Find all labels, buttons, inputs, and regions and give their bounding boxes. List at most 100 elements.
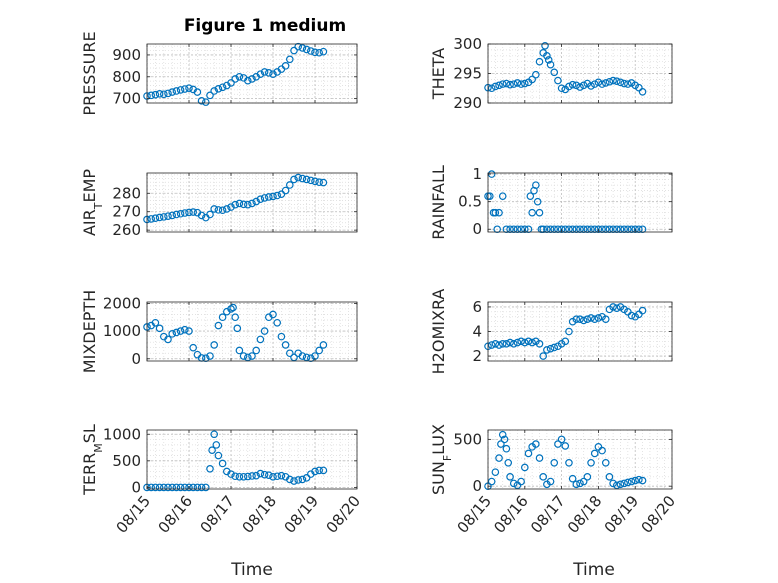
x-tick-label: 08/19	[280, 492, 322, 537]
data-point	[487, 477, 496, 486]
data-point	[168, 330, 177, 338]
data-point	[248, 75, 256, 83]
data-point	[509, 225, 518, 234]
data-point	[214, 84, 223, 93]
data-point	[568, 80, 577, 89]
data-point	[202, 98, 210, 106]
data-point	[281, 341, 290, 349]
y-tick-label: 2000	[103, 294, 141, 312]
data-point	[244, 200, 252, 209]
data-point	[239, 200, 248, 209]
data-point	[554, 225, 562, 234]
data-point	[189, 208, 198, 216]
data-point	[532, 181, 540, 189]
data-point	[147, 91, 156, 100]
data-point	[583, 473, 592, 481]
y-tick-label: 290	[453, 94, 482, 112]
data-point	[532, 440, 540, 448]
data-point	[624, 225, 632, 234]
data-point	[517, 80, 525, 88]
data-point	[491, 339, 500, 348]
data-point	[487, 341, 496, 349]
data-point	[260, 327, 269, 335]
x-tick-label: 08/15	[453, 492, 495, 537]
y-axis-label: PRESSURE	[80, 31, 99, 115]
data-point	[609, 303, 617, 311]
data-point	[635, 475, 643, 484]
y-tick-label: 295	[453, 65, 482, 83]
x-tick-label: 08/17	[527, 492, 569, 537]
data-point	[197, 483, 206, 492]
data-point	[298, 174, 307, 183]
data-point	[294, 476, 303, 484]
data-point	[206, 465, 214, 473]
data-point	[579, 81, 588, 90]
y-axis-label: THETA	[429, 48, 448, 100]
data-point	[517, 337, 525, 346]
x-tick-label: 08/18	[238, 492, 280, 537]
data-point	[252, 346, 261, 355]
data-point	[306, 47, 315, 55]
data-point	[172, 210, 181, 219]
data-point	[546, 225, 555, 234]
data-point	[565, 327, 573, 336]
data-point	[185, 327, 193, 335]
data-point	[498, 339, 507, 348]
data-point	[504, 458, 513, 467]
data-point	[260, 194, 269, 202]
data-point	[285, 475, 294, 484]
data-point	[539, 473, 548, 481]
data-point	[572, 81, 581, 90]
plot-area	[488, 173, 672, 232]
data-point	[223, 205, 231, 213]
y-axis-label: SUNFLUX	[429, 424, 454, 495]
x-tick-label: 08/18	[564, 492, 606, 537]
data-point	[546, 477, 555, 486]
plot-area	[147, 430, 357, 489]
data-point	[590, 225, 599, 234]
data-point	[638, 476, 647, 485]
axes-box	[487, 172, 673, 233]
data-point	[181, 483, 189, 492]
data-point	[306, 354, 315, 363]
y-tick-label: 0	[131, 478, 141, 496]
axes-box	[146, 172, 358, 233]
data-point	[176, 327, 185, 335]
data-point	[206, 352, 214, 360]
data-point	[535, 339, 544, 348]
data-point	[609, 225, 617, 234]
data-point	[202, 354, 210, 363]
data-point	[264, 471, 273, 479]
data-point	[214, 321, 223, 330]
data-point	[298, 44, 307, 52]
y-tick-label: 2	[472, 347, 482, 365]
data-point	[277, 190, 286, 199]
axes-box	[146, 43, 358, 104]
data-point	[302, 353, 311, 362]
data-point	[151, 214, 160, 222]
data-point	[554, 76, 562, 85]
data-point	[543, 225, 551, 234]
x-tick-label: 08/20	[637, 492, 679, 537]
data-point	[526, 192, 535, 200]
y-tick-label: 500	[453, 430, 482, 448]
data-point	[181, 209, 189, 217]
data-point	[513, 225, 522, 234]
data-point	[541, 41, 549, 50]
data-point	[281, 62, 290, 70]
data-point	[260, 68, 269, 76]
y-axis-label: RAINFALL	[429, 165, 448, 240]
x-tick-label: 08/16	[490, 492, 532, 537]
data-point	[605, 225, 614, 234]
data-point	[491, 468, 500, 476]
data-point	[565, 225, 573, 234]
y-tick-label: 300	[453, 35, 482, 53]
data-point	[506, 473, 514, 481]
data-point	[193, 483, 202, 492]
data-point	[579, 316, 588, 325]
x-axis-label-left: Time	[230, 560, 273, 580]
data-point	[495, 208, 503, 217]
y-tick-label: 1	[472, 165, 482, 183]
data-point	[256, 70, 265, 78]
